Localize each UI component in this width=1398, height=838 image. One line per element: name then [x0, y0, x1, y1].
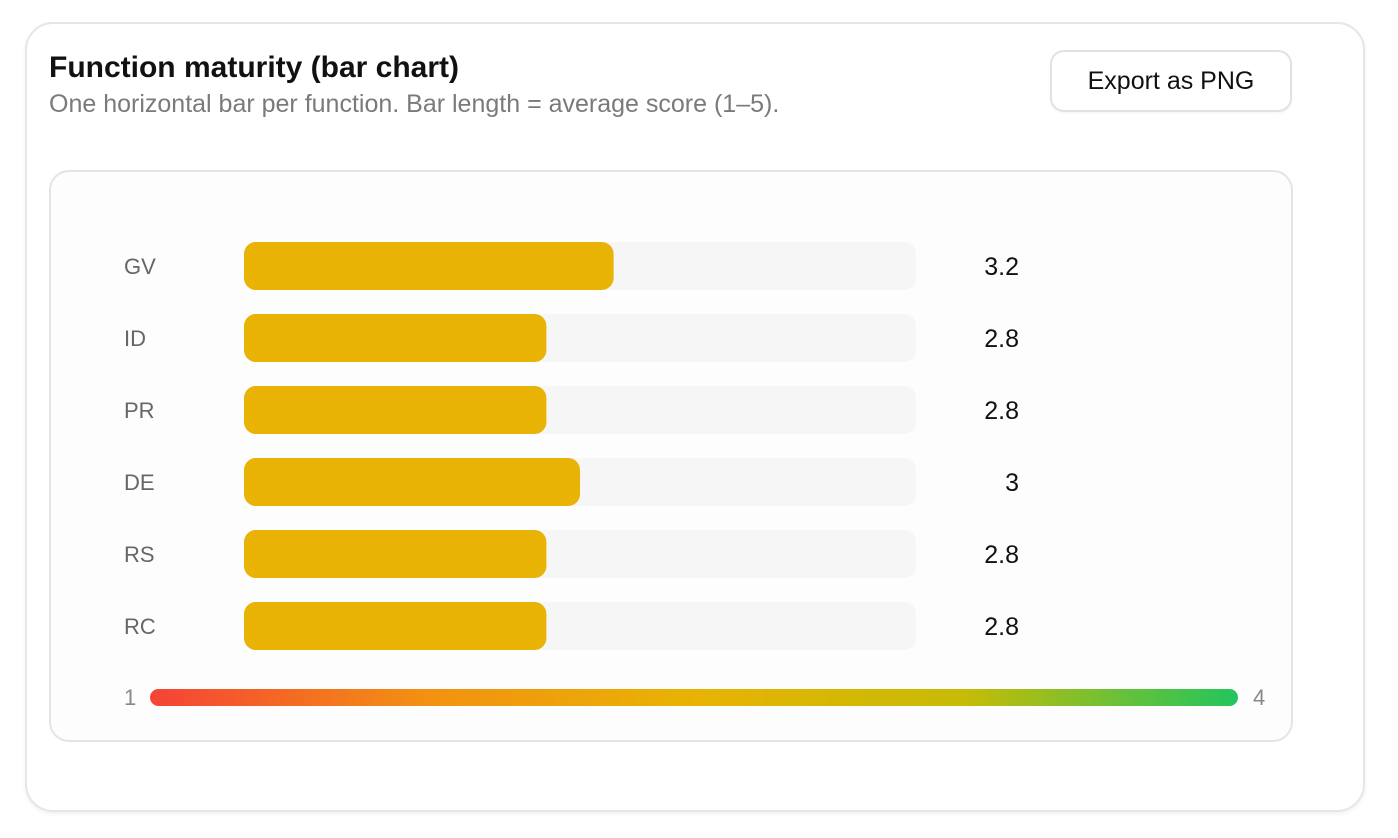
value-label-de: 3: [1005, 469, 1019, 497]
export-png-button[interactable]: Export as PNG: [1050, 50, 1292, 112]
scale-max-label: 4: [1253, 685, 1265, 710]
category-label-gv: GV: [124, 254, 156, 279]
bar-de: [244, 458, 580, 506]
category-label-de: DE: [124, 470, 155, 495]
value-label-id: 2.8: [984, 325, 1019, 353]
bar-rs: [244, 530, 547, 578]
category-label-rs: RS: [124, 542, 155, 567]
bar-pr: [244, 386, 547, 434]
value-label-rs: 2.8: [984, 541, 1019, 569]
bar-gv: [244, 242, 614, 290]
category-label-pr: PR: [124, 398, 155, 423]
bar-id: [244, 314, 547, 362]
scale-min-label: 1: [124, 685, 136, 710]
category-label-rc: RC: [124, 614, 156, 639]
bar-rc: [244, 602, 547, 650]
chart-subtitle: One horizontal bar per function. Bar len…: [49, 90, 780, 118]
value-label-gv: 3.2: [984, 253, 1019, 281]
chart-title: Function maturity (bar chart): [49, 51, 460, 84]
value-label-pr: 2.8: [984, 397, 1019, 425]
color-scale-bar: [150, 689, 1238, 706]
category-label-id: ID: [124, 326, 146, 351]
value-label-rc: 2.8: [984, 613, 1019, 641]
